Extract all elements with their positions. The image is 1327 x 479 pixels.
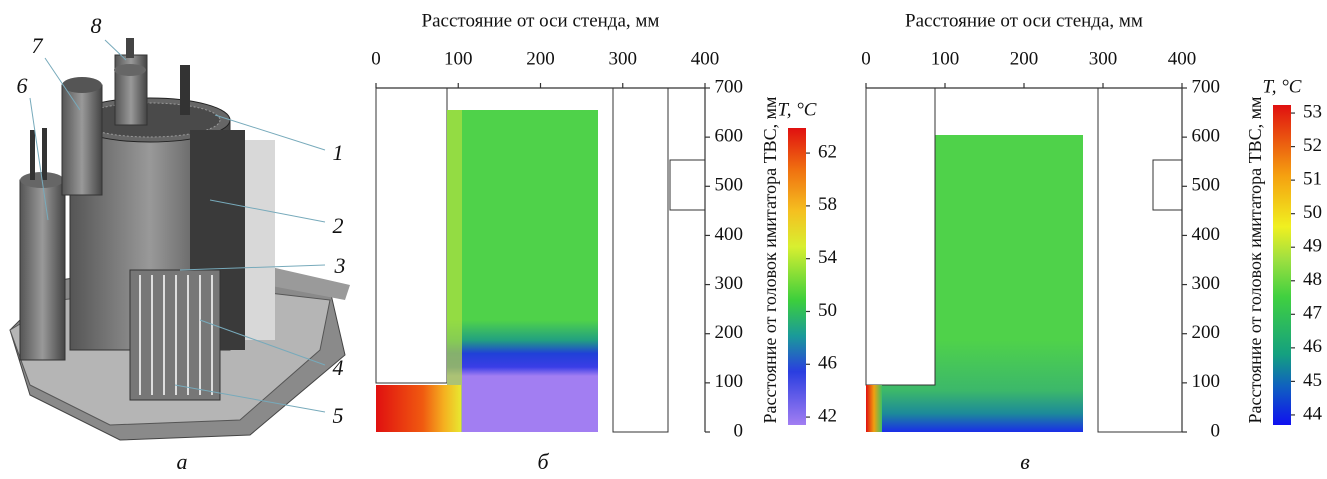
y-tick-label: 100 <box>1192 371 1221 392</box>
contour-region <box>447 320 598 432</box>
colorbar-tick-label: 48 <box>1303 269 1322 290</box>
y-tick-label: 400 <box>1192 224 1221 245</box>
y-axis-label: Расстояние от головок имитатора ТВС, мм <box>1245 97 1265 424</box>
contour-region <box>669 159 706 211</box>
colorbar-tick-label: 47 <box>1303 303 1322 324</box>
colorbar-tick-label: 46 <box>1303 336 1322 357</box>
y-tick-label: 300 <box>1192 273 1221 294</box>
callout-number: 5 <box>333 403 344 428</box>
colorbar-tick-label: 52 <box>1303 135 1322 156</box>
y-tick-label: 200 <box>715 322 744 343</box>
colorbar-tick-label: 53 <box>1303 101 1322 122</box>
x-tick-label: 300 <box>609 48 638 69</box>
x-axis-label: Расстояние от оси стенда, мм <box>422 10 660 31</box>
x-tick-label: 400 <box>691 48 720 69</box>
callout-number: 7 <box>32 33 44 58</box>
y-tick-label: 100 <box>715 371 744 392</box>
colorbar-tick-label: 50 <box>818 300 837 321</box>
contour-region <box>376 385 461 432</box>
x-axis-label: Расстояние от оси стенда, мм <box>905 10 1143 31</box>
y-tick-label: 600 <box>1192 126 1221 147</box>
y-tick-label: 500 <box>715 175 744 196</box>
contour-panel: 0 100 200 300 400 0 100 200 300 400 500 600 700 Расст… <box>861 10 1322 474</box>
callout-number: 2 <box>333 213 344 238</box>
y-tick-label: 0 <box>1211 420 1221 441</box>
x-tick-label: 100 <box>444 48 473 69</box>
x-tick-label: 0 <box>861 48 871 69</box>
x-tick-label: 300 <box>1089 48 1118 69</box>
y-axis-label: Расстояние от головок имитатора ТВС, мм <box>760 97 780 424</box>
contour-region <box>375 87 448 384</box>
colorbar-tick-label: 46 <box>818 353 837 374</box>
colorbar-title: T, °C <box>778 99 817 120</box>
colorbar-tick-label: 51 <box>1303 168 1322 189</box>
x-tick-label: 400 <box>1168 48 1197 69</box>
y-tick-label: 300 <box>715 273 744 294</box>
panel-label: а <box>177 449 188 474</box>
callout-number: 1 <box>333 140 344 165</box>
colorbar-tick-label: 50 <box>1303 202 1322 223</box>
y-tick-label: 0 <box>734 420 744 441</box>
panel-label: б <box>537 449 549 474</box>
callout-number: 6 <box>17 73 28 98</box>
colorbar-tick-label: 58 <box>818 194 837 215</box>
colorbar-tick-label: 49 <box>1303 236 1322 257</box>
contour-region <box>1097 87 1183 433</box>
contour-panel: 0 100 200 300 400 0 100 200 300 400 500 600 700 Расст… <box>371 10 837 474</box>
contour-region <box>612 87 669 433</box>
y-tick-label: 400 <box>715 224 744 245</box>
x-tick-label: 0 <box>371 48 381 69</box>
callout-number: 8 <box>91 13 102 38</box>
y-tick-label: 500 <box>1192 175 1221 196</box>
colorbar <box>788 128 806 425</box>
contour-region <box>865 87 936 386</box>
contour-region <box>1152 159 1183 211</box>
colorbar-tick-label: 44 <box>1303 403 1323 424</box>
y-tick-label: 700 <box>1192 76 1221 97</box>
x-tick-label: 200 <box>526 48 555 69</box>
y-tick-label: 600 <box>715 126 744 147</box>
colorbar-tick-label: 54 <box>818 247 838 268</box>
x-tick-label: 200 <box>1010 48 1039 69</box>
contour-region <box>447 110 462 432</box>
y-tick-label: 700 <box>715 76 744 97</box>
panel-label: в <box>1020 449 1030 474</box>
reactor-render <box>9 38 350 441</box>
x-tick-label: 100 <box>931 48 960 69</box>
colorbar <box>1273 105 1291 425</box>
colorbar-tick-label: 62 <box>818 141 837 162</box>
callout-number: 3 <box>334 253 346 278</box>
contour-region <box>866 385 882 432</box>
y-tick-label: 200 <box>1192 322 1221 343</box>
colorbar-tick-label: 42 <box>818 405 837 426</box>
colorbar-tick-label: 45 <box>1303 370 1322 391</box>
callout-number: 4 <box>333 355 344 380</box>
colorbar-title: T, °C <box>1263 76 1302 97</box>
